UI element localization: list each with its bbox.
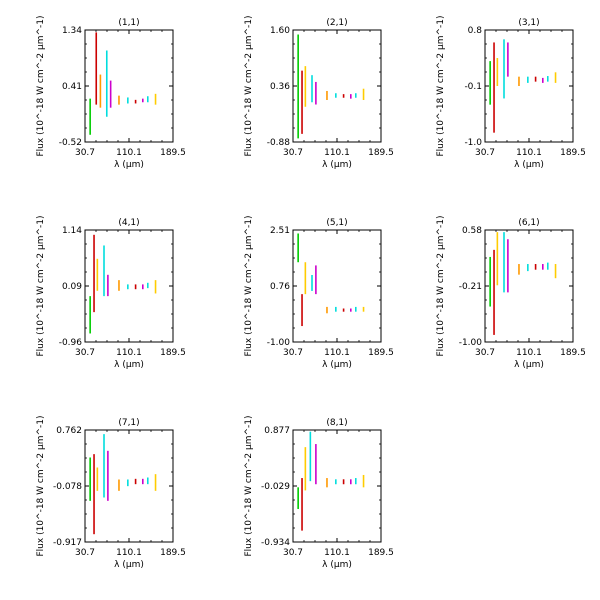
y-tick-label: 1.60 bbox=[270, 26, 290, 36]
y-tick-label: 0.58 bbox=[462, 226, 482, 236]
subplot-title: (6,1) bbox=[518, 218, 539, 228]
plot-frame bbox=[84, 29, 174, 143]
x-tick-label: 110.1 bbox=[324, 148, 350, 158]
subplot-title: (5,1) bbox=[326, 218, 347, 228]
subplot-8: (8,1) 30.7 110.1 189.5 -0.934 -0.029 0.877 λ (μ… bbox=[244, 415, 394, 570]
y-tick-label: -0.88 bbox=[267, 138, 291, 148]
x-tick-label: 189.5 bbox=[368, 148, 394, 158]
y-axis-label: Flux (10^-18 W cm^-2 μm^-1) bbox=[36, 415, 46, 556]
y-tick-label: 0.76 bbox=[270, 282, 290, 292]
x-axis-label: λ (μm) bbox=[322, 360, 352, 370]
subplot-6: (6,1) 30.7 110.1 189.5 -1.00 -0.21 0.58 λ (μm) F… bbox=[436, 215, 586, 370]
y-axis-label: Flux (10^-18 W cm^-2 μm^-1) bbox=[36, 215, 46, 356]
x-tick-label: 110.1 bbox=[116, 348, 142, 358]
x-axis-label: λ (μm) bbox=[322, 560, 352, 570]
y-tick-label: 0.8 bbox=[468, 26, 483, 36]
x-axis-label: λ (μm) bbox=[514, 160, 544, 170]
x-tick-label: 110.1 bbox=[324, 548, 350, 558]
subplot-1: (1,1) 30.7 110.1 189.5 -0.52 0.41 1.34 λ (μm) Fl… bbox=[36, 15, 186, 170]
subplot-title: (8,1) bbox=[326, 418, 347, 428]
x-axis-label: λ (μm) bbox=[114, 560, 144, 570]
x-tick-label: 189.5 bbox=[160, 348, 186, 358]
plot-frame bbox=[292, 429, 382, 543]
y-axis-label: Flux (10^-18 W cm^-2 μm^-1) bbox=[244, 415, 254, 556]
plot-frame bbox=[292, 29, 382, 143]
x-tick-label: 110.1 bbox=[116, 148, 142, 158]
y-tick-label: -1.00 bbox=[459, 338, 483, 348]
y-tick-label: -0.1 bbox=[464, 82, 482, 92]
subplot-4: (4,1) 30.7 110.1 189.5 -0.96 0.09 1.14 λ (μm) Fl… bbox=[36, 215, 186, 370]
y-tick-label: 1.14 bbox=[62, 226, 82, 236]
subplot-5: (5,1) 30.7 110.1 189.5 -1.00 0.76 2.51 λ (μm) Fl… bbox=[244, 215, 394, 370]
x-tick-label: 30.7 bbox=[475, 348, 495, 358]
y-tick-label: 1.34 bbox=[62, 26, 82, 36]
y-tick-label: 0.41 bbox=[62, 82, 82, 92]
plot-frame bbox=[484, 29, 574, 143]
x-tick-label: 189.5 bbox=[160, 148, 186, 158]
x-tick-label: 30.7 bbox=[75, 548, 95, 558]
x-tick-label: 189.5 bbox=[160, 548, 186, 558]
y-tick-label: -1.0 bbox=[464, 138, 482, 148]
subplot-title: (2,1) bbox=[326, 18, 347, 28]
plot-frame bbox=[292, 229, 382, 343]
subplot-7: (7,1) 30.7 110.1 189.5 -0.917 -0.078 0.762 λ (μ… bbox=[36, 415, 186, 570]
x-tick-label: 30.7 bbox=[75, 348, 95, 358]
x-axis-label: λ (μm) bbox=[322, 160, 352, 170]
subplot-title: (1,1) bbox=[118, 18, 139, 28]
x-tick-label: 30.7 bbox=[475, 148, 495, 158]
subplot-3: (3,1) 30.7 110.1 189.5 -1.0 -0.1 0.8 λ (μm) Flux… bbox=[436, 15, 586, 170]
y-tick-label: 0.36 bbox=[270, 82, 290, 92]
y-tick-label: -0.029 bbox=[261, 482, 290, 492]
x-tick-label: 189.5 bbox=[368, 348, 394, 358]
y-tick-label: 2.51 bbox=[270, 226, 290, 236]
subplot-title: (3,1) bbox=[518, 18, 539, 28]
x-axis-label: λ (μm) bbox=[114, 160, 144, 170]
subplot-title: (7,1) bbox=[118, 418, 139, 428]
x-tick-label: 189.5 bbox=[560, 148, 586, 158]
y-axis-label: Flux (10^-18 W cm^-2 μm^-1) bbox=[436, 15, 446, 156]
subplot-title: (4,1) bbox=[118, 218, 139, 228]
y-tick-label: -0.96 bbox=[59, 338, 83, 348]
x-tick-label: 110.1 bbox=[116, 548, 142, 558]
y-tick-label: -0.52 bbox=[59, 138, 82, 148]
x-tick-label: 30.7 bbox=[283, 148, 303, 158]
plot-frame bbox=[484, 229, 574, 343]
y-tick-label: -0.21 bbox=[459, 282, 482, 292]
x-tick-label: 30.7 bbox=[75, 148, 95, 158]
y-axis-label: Flux (10^-18 W cm^-2 μm^-1) bbox=[244, 215, 254, 356]
x-tick-label: 189.5 bbox=[368, 548, 394, 558]
x-tick-label: 189.5 bbox=[560, 348, 586, 358]
subplot-2: (2,1) 30.7 110.1 189.5 -0.88 0.36 1.60 λ (μm) Fl… bbox=[244, 15, 394, 170]
x-tick-label: 30.7 bbox=[283, 348, 303, 358]
y-tick-label: -0.934 bbox=[261, 538, 290, 548]
x-tick-label: 30.7 bbox=[283, 548, 303, 558]
plot-frame bbox=[84, 229, 174, 343]
y-tick-label: -1.00 bbox=[267, 338, 291, 348]
y-tick-label: 0.877 bbox=[264, 426, 290, 436]
x-tick-label: 110.1 bbox=[324, 348, 350, 358]
x-tick-label: 110.1 bbox=[516, 348, 542, 358]
x-axis-label: λ (μm) bbox=[514, 360, 544, 370]
y-axis-label: Flux (10^-18 W cm^-2 μm^-1) bbox=[436, 215, 446, 356]
y-axis-label: Flux (10^-18 W cm^-2 μm^-1) bbox=[244, 15, 254, 156]
plot-frame bbox=[84, 429, 174, 543]
y-tick-label: -0.917 bbox=[53, 538, 82, 548]
y-tick-label: -0.078 bbox=[53, 482, 82, 492]
x-axis-label: λ (μm) bbox=[114, 360, 144, 370]
y-tick-label: 0.762 bbox=[56, 426, 82, 436]
y-tick-label: 0.09 bbox=[62, 282, 82, 292]
x-tick-label: 110.1 bbox=[516, 148, 542, 158]
y-axis-label: Flux (10^-18 W cm^-2 μm^-1) bbox=[36, 15, 46, 156]
